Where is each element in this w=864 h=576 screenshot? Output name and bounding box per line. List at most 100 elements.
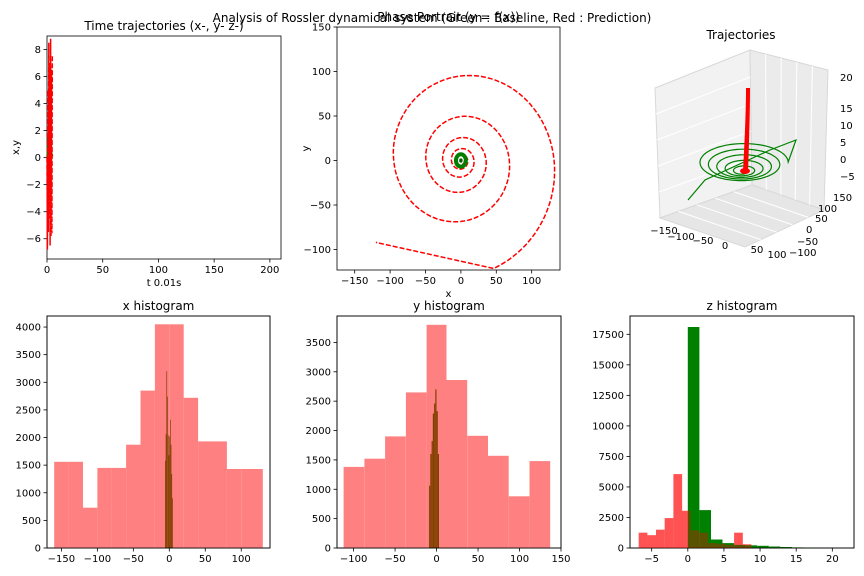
z-hist-y-tick-label: 7500: [599, 452, 624, 463]
x-hist-series2-bar: [170, 419, 171, 548]
y-hist-x-tick-label: 150: [551, 554, 570, 565]
y-hist-y-tick-label: 2000: [306, 426, 331, 437]
time-plot-y-tick-label: −4: [26, 207, 41, 218]
x-hist-y-tick-label: 2500: [16, 405, 41, 416]
x-hist-series1-bar: [169, 324, 184, 548]
z-hist-series1-bar: [734, 532, 743, 548]
z-hist-series2-bar: [734, 544, 746, 548]
y-hist-series1-bar: [446, 380, 468, 548]
phase-plot-title: Phase Portrait (y = f(x)): [377, 10, 519, 24]
x3d-tick-label: −100: [667, 232, 694, 243]
prediction-3d-trajectory: [743, 87, 750, 173]
z-hist-x-tick-label: −5: [644, 554, 659, 565]
y-hist-series2-bar: [437, 454, 439, 548]
y-hist-y-tick-label: 2500: [306, 397, 331, 408]
phase-plot-y-tick-label: 50: [318, 112, 331, 123]
pane-right: [749, 49, 829, 211]
x-hist-series2-bar: [171, 474, 173, 548]
pane-grid-line: [715, 197, 793, 226]
phase-plot-x-label: x: [446, 289, 452, 300]
pane-grid-line: [765, 53, 767, 191]
phase-plot-x-tick-label: −150: [341, 276, 368, 287]
y3d-tick-label: −100: [789, 248, 816, 259]
z-hist-prediction-overlay-bar: [656, 529, 665, 548]
phase-plot-y-tick-label: −50: [310, 201, 331, 212]
pane-grid-line: [794, 61, 798, 201]
y-hist-title: y histogram: [413, 299, 485, 313]
z-hist-x-tick-label: 10: [754, 554, 767, 565]
z-hist-series1-bar: [647, 535, 656, 548]
phase-plot-x-tick-label: 100: [522, 276, 541, 287]
z-hist-series2-bar: [687, 327, 700, 548]
z-hist-series2-bar: [768, 546, 781, 548]
phase-plot-x-tick-label: −100: [376, 276, 403, 287]
z-hist-x-tick-label: 20: [826, 554, 839, 565]
z-hist-y-tick-label: 15000: [592, 360, 624, 371]
figure-suptitle: Analysis of Rossler dynamical system (Gr…: [213, 11, 652, 25]
phase-plot-x-tick-label: 0: [458, 276, 464, 287]
y-hist-series1-bar: [488, 455, 509, 548]
z-hist-prediction-overlay-bar: [699, 532, 709, 548]
z-hist-prediction-overlay-bar: [734, 532, 743, 548]
pane-grid-line: [658, 157, 752, 193]
y-hist-series1-bar: [508, 496, 530, 548]
y-hist-series1-bar: [529, 461, 551, 548]
pane-grid-line: [656, 103, 751, 141]
z-hist-series1-bar: [664, 518, 674, 548]
z-hist-series2-bar: [710, 539, 723, 548]
y3d-tick-label: 50: [815, 214, 828, 225]
z-hist-prediction-overlay-bar: [647, 535, 656, 548]
z-hist-y-tick-label: 0: [618, 544, 624, 555]
x-hist-x-tick-label: 100: [232, 554, 251, 565]
y-hist-series2-bar: [431, 441, 433, 548]
y-hist-y-tick-label: 0: [325, 544, 331, 555]
x-hist-series1-bar: [140, 390, 155, 548]
x-hist-frame-top: [46, 315, 271, 549]
phase-plot-y-tick-label: 150: [312, 23, 331, 34]
z-hist-series1-bar: [673, 474, 683, 548]
time-plot-x-tick-label: 50: [96, 265, 109, 276]
y-hist-series2-bar: [429, 485, 431, 548]
x3d-tick-label: 100: [767, 250, 786, 261]
pane-grid-line: [678, 210, 761, 241]
z-hist-prediction-overlay-bar: [638, 532, 648, 548]
z-hist-prediction-overlay-bar: [716, 543, 726, 548]
y-hist-series1-bar: [405, 392, 427, 548]
x-hist-y-tick-label: 2000: [16, 433, 41, 444]
y-hist-y-tick-label: 1500: [306, 455, 331, 466]
z-hist-y-tick-label: 12500: [592, 391, 624, 402]
time-plot-y-tick-label: 4: [35, 99, 41, 110]
z-hist-prediction-overlay-bar: [708, 543, 717, 548]
x-hist-title: x histogram: [123, 299, 195, 313]
z-hist-x-tick-label: 5: [721, 554, 727, 565]
x-hist-x-tick-label: −100: [84, 554, 111, 565]
x-hist-series2-bar: [170, 444, 172, 548]
x-hist-series2-bar: [169, 436, 170, 548]
x-hist-y-tick-label: 3500: [16, 350, 41, 361]
y-hist-series2-bar: [436, 411, 438, 548]
baseline-phase-blob: [453, 152, 468, 169]
x-hist-series2-bar: [166, 371, 168, 548]
phase-plot-y-tick-label: 0: [325, 156, 331, 167]
phase-plot-frame: [336, 26, 561, 271]
x-hist-series1-bar: [212, 441, 227, 548]
z-hist-prediction-overlay-bar: [682, 510, 691, 548]
phase-plot-y-tick-label: −100: [304, 245, 331, 256]
y-hist-x-tick-label: 0: [433, 554, 439, 565]
x-hist-series2-bar: [172, 498, 173, 548]
z-hist-prediction-overlay-bar: [690, 530, 700, 548]
z-hist-series2-bar: [745, 545, 758, 548]
x-hist-series1-bar: [183, 397, 199, 548]
x-histogram-plot: −150 −100 −50 0 50 10005001000150020002500300…: [16, 299, 271, 565]
y-hist-series2-bar: [432, 413, 434, 548]
y-hist-series2-bar: [435, 389, 437, 548]
z-hist-prediction-overlay-bar: [664, 518, 674, 548]
time-plot-title: Time trajectories (x-, y- z-): [83, 19, 243, 33]
z-hist-x-tick-label: 0: [685, 554, 691, 565]
y-hist-series2-bar: [434, 403, 436, 548]
z-hist-title: z histogram: [707, 299, 778, 313]
x-hist-series1-bar: [68, 461, 83, 548]
time-plot-y-tick-label: 6: [35, 72, 41, 83]
z3d-tick-label: 10: [840, 121, 853, 132]
y-hist-x-tick-label: −50: [385, 554, 406, 565]
